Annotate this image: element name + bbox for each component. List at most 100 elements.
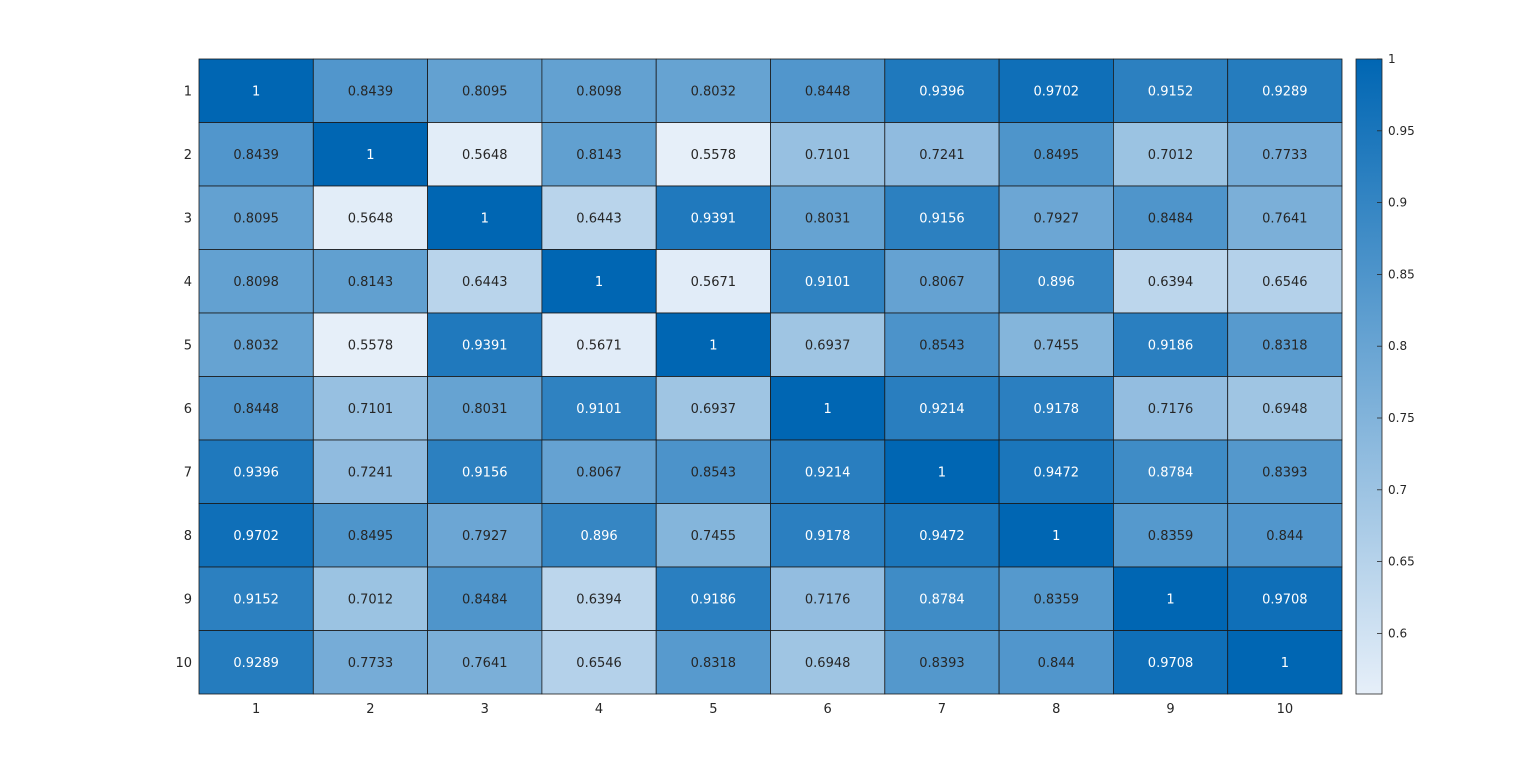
heatmap-cell: [1227, 503, 1343, 568]
heatmap-cell: [770, 503, 886, 568]
cell-value-label: 0.9396: [919, 84, 965, 99]
heatmap-cell: [427, 122, 543, 187]
x-tick-label: 10: [1277, 702, 1294, 717]
cell-value-label: 0.896: [580, 529, 617, 544]
colorbar-tick-label: 1: [1388, 52, 1396, 66]
cell-value-label: 0.6443: [462, 275, 508, 290]
cell-value-label: 0.8439: [233, 148, 279, 163]
cell-value-label: 1: [595, 275, 603, 290]
cell-value-label: 0.7176: [1148, 402, 1194, 417]
cell-value-label: 0.7101: [805, 148, 851, 163]
y-tick-label: 10: [175, 656, 192, 671]
colorbar-tick-label: 0.6: [1388, 626, 1407, 640]
cell-value-label: 0.8784: [1148, 465, 1194, 480]
heatmap-cell: [1113, 376, 1229, 441]
cell-value-label: 0.9708: [1262, 592, 1308, 607]
heatmap-cell: [541, 58, 657, 123]
heatmap-cell: [884, 122, 1000, 187]
heatmap-cell: [998, 312, 1114, 377]
heatmap-cell: [1113, 503, 1229, 568]
heatmap-cell: [312, 122, 428, 187]
cell-value-label: 0.8484: [462, 592, 508, 607]
heatmap-cell: [884, 439, 1000, 504]
heatmap-cell: [1227, 439, 1343, 504]
cell-value-label: 0.8032: [691, 84, 737, 99]
cell-value-label: 1: [709, 338, 717, 353]
heatmap-cell: [312, 566, 428, 631]
heatmap-cell: [770, 376, 886, 441]
y-tick-label: 8: [184, 529, 192, 544]
heatmap-cell: [998, 503, 1114, 568]
x-tick-label: 1: [252, 702, 260, 717]
y-tick-label: 2: [184, 148, 192, 163]
cell-value-label: 1: [1281, 656, 1289, 671]
colorbar-tick-label: 0.9: [1388, 196, 1407, 210]
heatmap-cell: [427, 566, 543, 631]
heatmap-cell: [655, 122, 771, 187]
cell-value-label: 0.8098: [576, 84, 622, 99]
cell-value-label: 0.9101: [576, 402, 622, 417]
cell-value-label: 0.8484: [1148, 211, 1194, 226]
y-tick-label: 7: [184, 465, 192, 480]
colorbar: 0.6 0.65 0.7 0.75 0.8 0.85 0.9 0.95 1: [1355, 52, 1415, 695]
colorbar-tick-label: 0.8: [1388, 339, 1407, 353]
heatmap-cell: [541, 439, 657, 504]
heatmap-cell: [541, 122, 657, 187]
cell-value-label: 0.9214: [919, 402, 965, 417]
heatmap-cell: [998, 58, 1114, 123]
heatmap-cell: [541, 503, 657, 568]
cell-value-label: 0.9391: [462, 338, 508, 353]
cell-value-label: 0.7641: [462, 656, 508, 671]
cell-value-label: 0.8784: [919, 592, 965, 607]
cell-value-label: 0.8543: [691, 465, 737, 480]
heatmap-cell: [655, 376, 771, 441]
heatmap-cell: [655, 58, 771, 123]
heatmap-cell: [1227, 185, 1343, 250]
cell-value-label: 0.9289: [1262, 84, 1308, 99]
heatmap-cells: [198, 58, 1343, 695]
cell-value-label: 1: [824, 402, 832, 417]
cell-value-label: 0.8067: [576, 465, 622, 480]
cell-value-label: 0.844: [1266, 529, 1303, 544]
heatmap-cell: [655, 249, 771, 314]
cell-value-label: 0.9186: [691, 592, 737, 607]
heatmap-cell: [884, 566, 1000, 631]
cell-value-label: 0.6546: [1262, 275, 1308, 290]
heatmap-cell: [427, 185, 543, 250]
heatmap-cell: [1113, 630, 1229, 695]
cell-value-label: 0.844: [1038, 656, 1075, 671]
heatmap-cell: [998, 122, 1114, 187]
cell-value-label: 0.7176: [805, 592, 851, 607]
heatmap-cell: [1227, 122, 1343, 187]
cell-value-label: 0.8495: [1034, 148, 1080, 163]
cell-value-label: 0.8359: [1034, 592, 1080, 607]
heatmap-cell: [770, 122, 886, 187]
heatmap-cell: [312, 312, 428, 377]
x-tick-label: 5: [709, 702, 717, 717]
heatmap-cell: [1113, 249, 1229, 314]
heatmap-cell: [427, 58, 543, 123]
cell-value-label: 0.8067: [919, 275, 965, 290]
heatmap-cell: [427, 312, 543, 377]
heatmap-cell: [1227, 566, 1343, 631]
cell-value-label: 0.9391: [691, 211, 737, 226]
heatmap-cell: [312, 630, 428, 695]
cell-value-label: 0.8031: [462, 402, 508, 417]
cell-value-label: 0.8095: [233, 211, 279, 226]
cell-value-label: 0.8393: [919, 656, 965, 671]
heatmap-cell: [198, 630, 314, 695]
heatmap-cell: [655, 566, 771, 631]
cell-value-label: 0.7641: [1262, 211, 1308, 226]
heatmap-cell: [427, 630, 543, 695]
heatmap-cell: [770, 249, 886, 314]
heatmap-cell: [312, 439, 428, 504]
heatmap-cell: [541, 566, 657, 631]
heatmap-cell: [1113, 439, 1229, 504]
cell-value-label: 0.7012: [1148, 148, 1194, 163]
cell-value-label: 0.7241: [919, 148, 965, 163]
heatmap-cell: [770, 439, 886, 504]
cell-value-label: 0.6394: [1148, 275, 1194, 290]
heatmap-cell: [655, 312, 771, 377]
heatmap-cell: [198, 185, 314, 250]
heatmap-cell: [655, 185, 771, 250]
